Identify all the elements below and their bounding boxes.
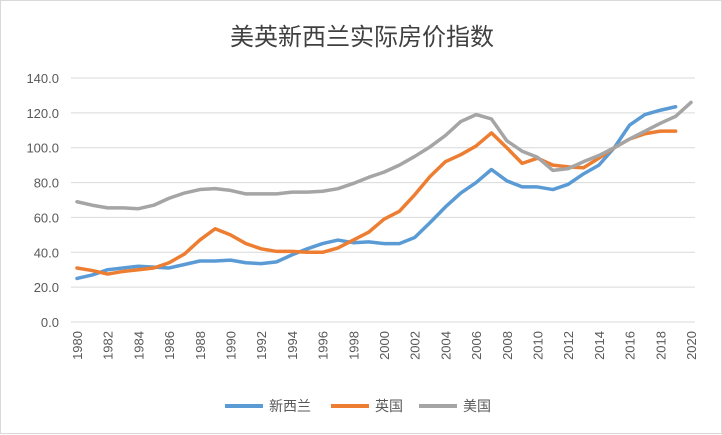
x-tick-label: 2020 [684, 331, 699, 360]
x-tick-label: 2000 [377, 331, 392, 360]
legend-label: 美国 [463, 399, 491, 415]
y-tick-label: 60.0 [34, 210, 59, 225]
x-tick-label: 1992 [254, 331, 269, 360]
x-tick-label: 2004 [438, 331, 453, 360]
y-tick-label: 40.0 [34, 245, 59, 260]
series-line-3 [75, 100, 693, 211]
x-tick-label: 2002 [408, 331, 423, 360]
x-tick-label: 2006 [469, 331, 484, 360]
x-tick-label: 2010 [531, 331, 546, 360]
x-tick-label: 1998 [346, 331, 361, 360]
y-tick-label: 20.0 [34, 280, 59, 295]
x-tick-label: 1984 [131, 331, 146, 360]
x-tick-label: 2012 [561, 331, 576, 360]
series-line-1 [75, 105, 678, 281]
y-tick-label: 140.0 [26, 71, 59, 86]
x-tick-label: 1982 [101, 331, 116, 360]
x-tick-label: 2016 [623, 331, 638, 360]
chart-title: 美英新西兰实际房价指数 [230, 23, 494, 51]
x-tick-label: 1980 [70, 331, 85, 360]
x-tick-label: 1988 [193, 331, 208, 360]
y-tick-label: 100.0 [26, 141, 59, 156]
y-tick-label: 120.0 [26, 106, 59, 121]
x-tick-label: 2014 [592, 331, 607, 360]
x-tick-label: 1996 [316, 331, 331, 360]
x-tick-label: 2018 [653, 331, 668, 360]
x-tick-label: 2008 [500, 331, 515, 360]
series-line-2 [75, 129, 678, 276]
legend-label: 新西兰 [269, 399, 311, 415]
x-tick-label: 1986 [162, 331, 177, 360]
y-tick-label: 80.0 [34, 176, 59, 191]
legend-label: 英国 [375, 398, 403, 415]
y-tick-label: 0.0 [41, 315, 59, 330]
x-tick-label: 1990 [224, 331, 239, 360]
x-tick-label: 1994 [285, 331, 300, 360]
